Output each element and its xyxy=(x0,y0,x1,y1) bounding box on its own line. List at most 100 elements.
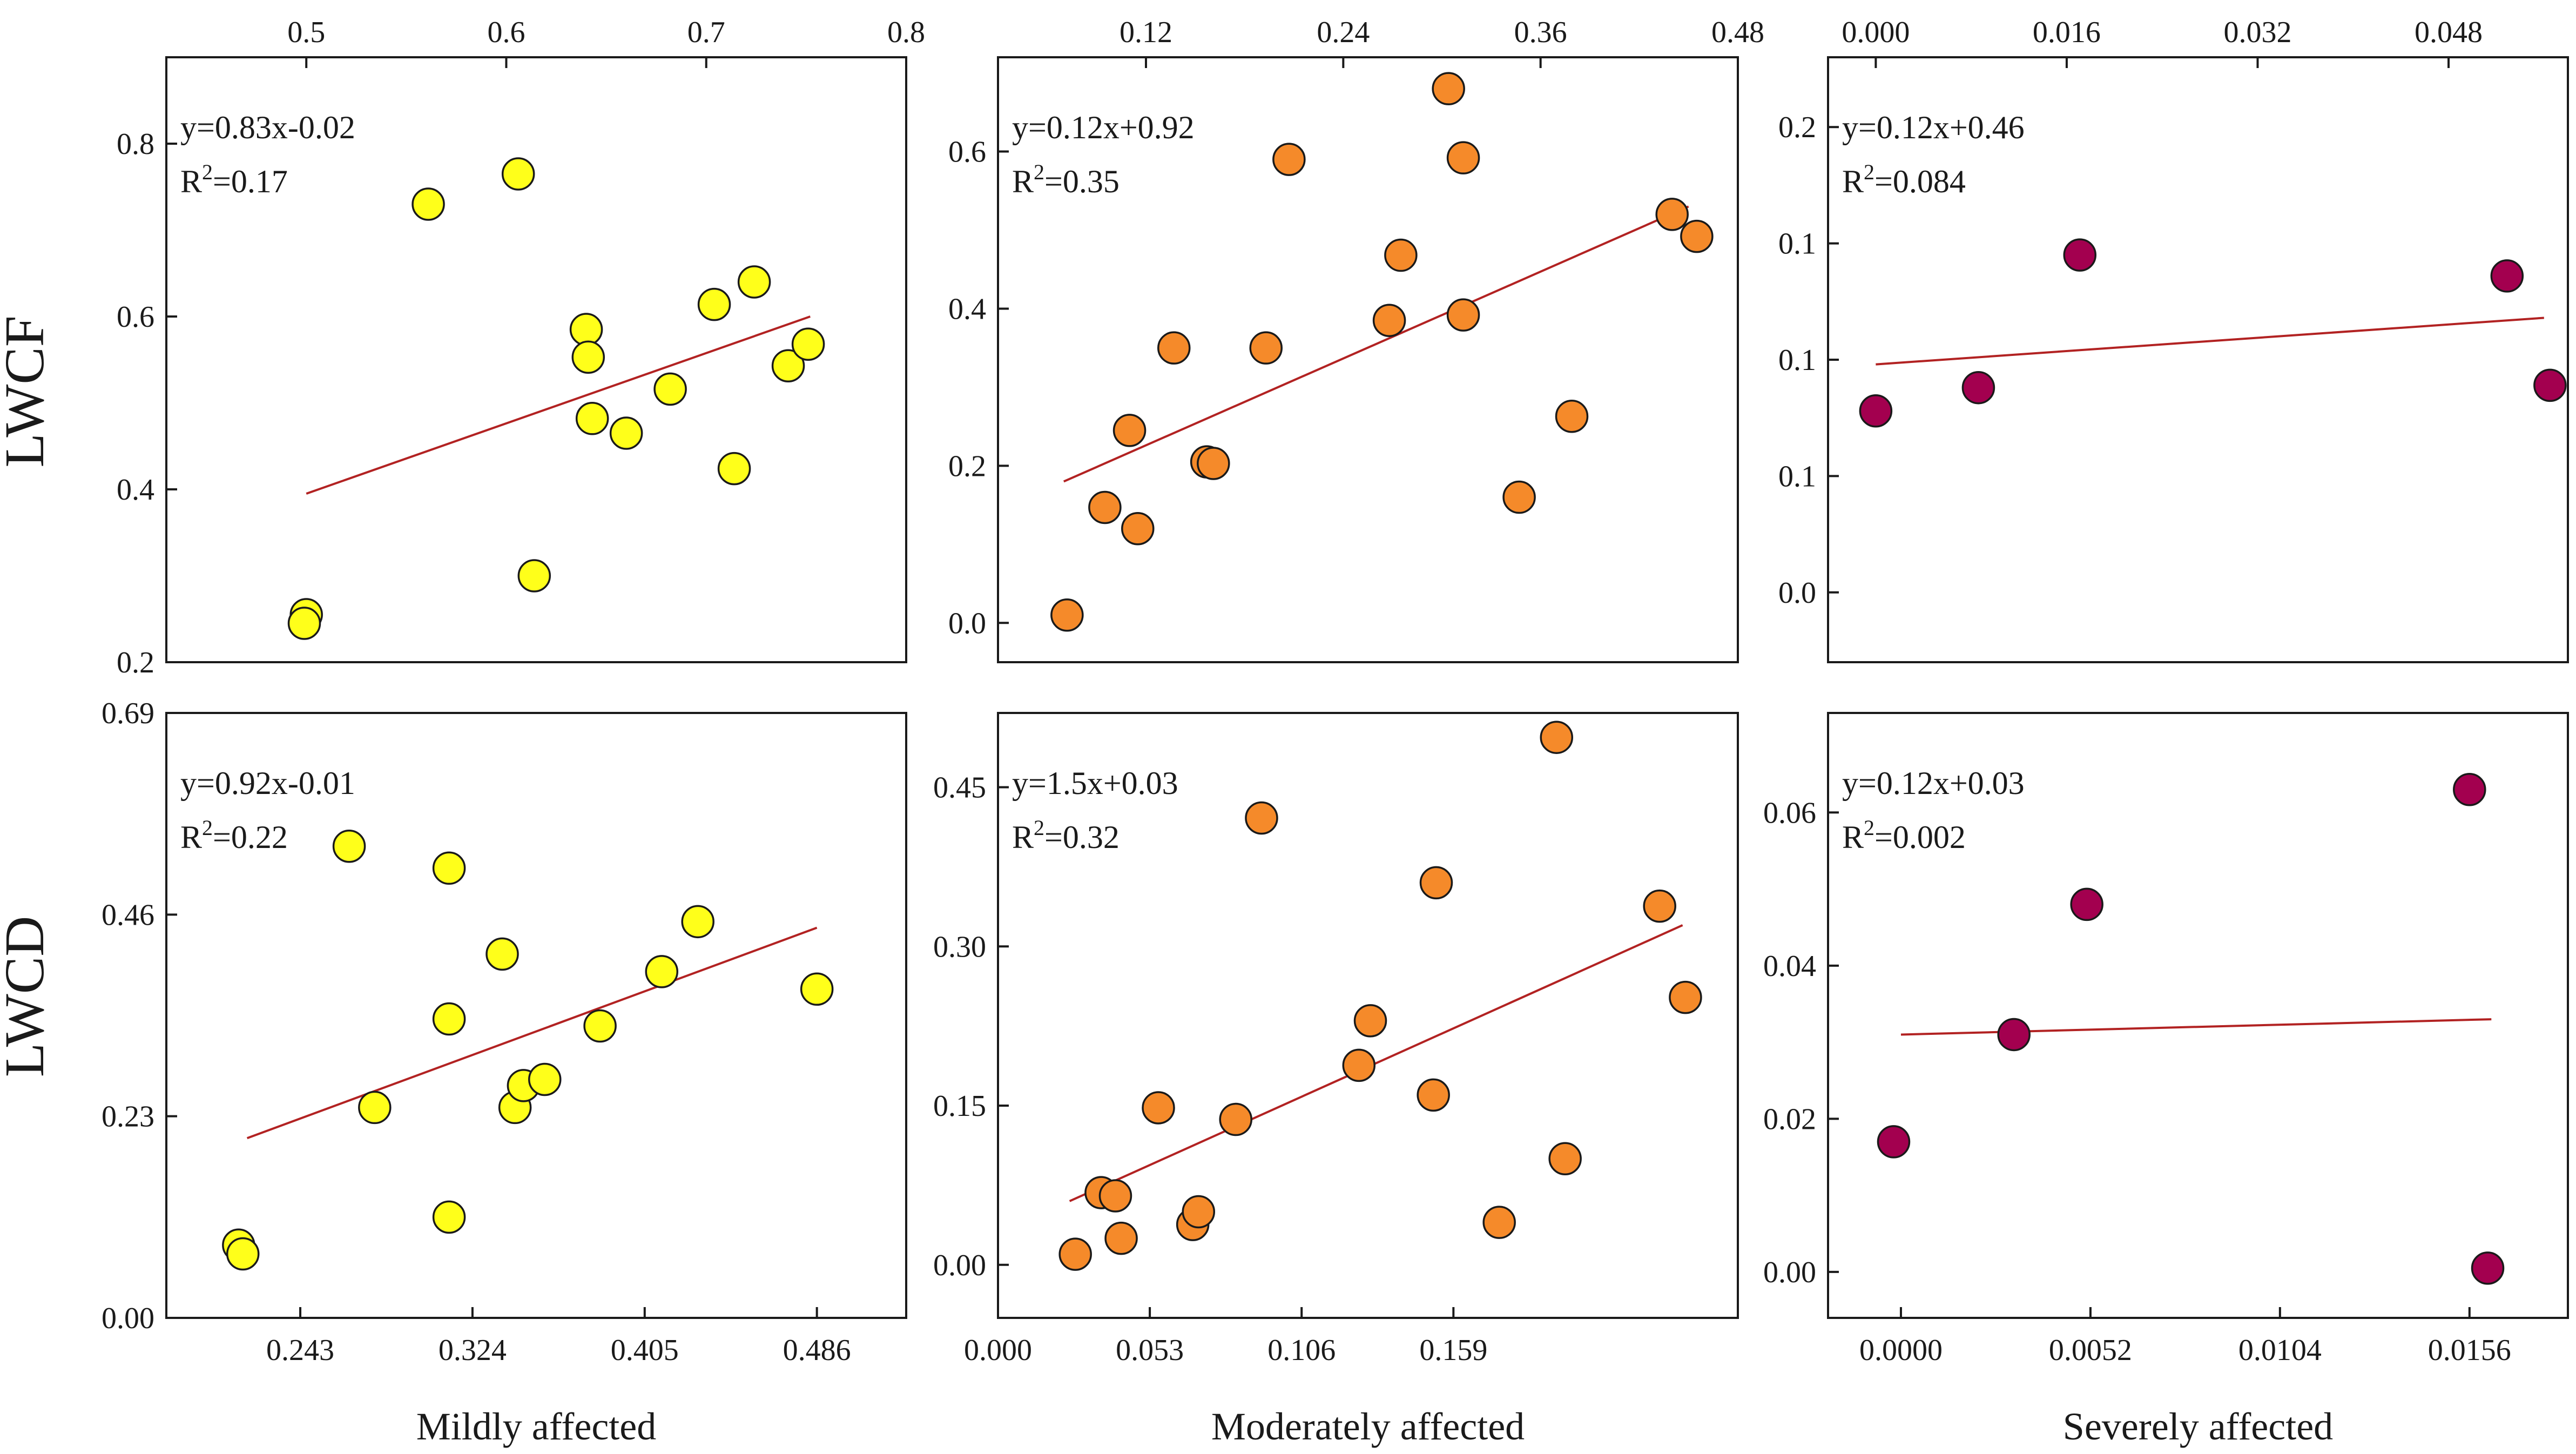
panel-lwcf-mild: 0.2 0.4 0.6 0.8 0.5 0.6 0.7 0.8 y=0.83x-0.02 R2=0… xyxy=(117,16,925,679)
r-squared-value: =0.32 xyxy=(1044,819,1120,855)
data-point xyxy=(2070,887,2103,921)
data-point xyxy=(1997,1018,2031,1052)
data-point xyxy=(432,1200,466,1234)
y-tick-label: 0.46 xyxy=(102,898,154,932)
x-tick-label: 0.12 xyxy=(1120,16,1172,49)
r-squared-exponent: 2 xyxy=(202,160,213,184)
data-point xyxy=(717,452,751,486)
plot-frame xyxy=(997,56,1739,663)
trend-line xyxy=(1069,924,1683,1202)
regression-equation: y=0.12x+0.92 xyxy=(1012,110,1195,145)
y-tick-label: 0.69 xyxy=(102,697,154,730)
regression-equation: y=0.83x-0.02 xyxy=(180,110,355,145)
x-tick-label: 0.405 xyxy=(611,1334,679,1367)
r-squared-label: R2=0.084 xyxy=(1842,160,1966,199)
data-point xyxy=(571,340,605,374)
y-tick-label: 0.04 xyxy=(1763,950,1816,983)
r-squared-value: =0.084 xyxy=(1874,164,1966,199)
x-tick-label: 0.0104 xyxy=(2238,1334,2322,1367)
regression-equation: y=1.5x+0.03 xyxy=(1012,765,1178,801)
data-point xyxy=(2063,238,2096,272)
data-point xyxy=(1219,1102,1252,1136)
data-point xyxy=(583,1009,617,1043)
data-point xyxy=(1446,298,1480,332)
y-tick-label: 0.2 xyxy=(948,449,986,483)
data-point xyxy=(1655,198,1689,231)
data-point xyxy=(1540,721,1574,754)
y-tick-label: 0.15 xyxy=(933,1089,986,1123)
data-point xyxy=(432,1002,466,1036)
x-tick-label: 0.486 xyxy=(783,1334,851,1367)
x-tick-label: 0.0000 xyxy=(1859,1334,1943,1367)
y-tick-label: 0.8 xyxy=(117,127,154,161)
r-squared-symbol: R xyxy=(1842,819,1864,855)
data-point xyxy=(1669,980,1702,1014)
data-point xyxy=(575,402,609,435)
data-point xyxy=(358,1090,392,1125)
r-squared-exponent: 2 xyxy=(1864,160,1874,184)
data-point xyxy=(1142,1091,1175,1125)
regression-equation: y=0.12x+0.03 xyxy=(1842,765,2025,801)
data-point xyxy=(412,187,445,221)
data-point xyxy=(791,327,825,361)
r-squared-symbol: R xyxy=(180,164,202,199)
x-tick-label: 0.36 xyxy=(1514,16,1567,49)
x-tick-label: 0.7 xyxy=(687,16,725,49)
data-point xyxy=(737,265,771,299)
data-point xyxy=(1121,511,1155,546)
r-squared-symbol: R xyxy=(1012,164,1034,199)
y-tick-label: 0.0 xyxy=(948,607,986,640)
r-squared-symbol: R xyxy=(180,819,202,855)
x-tick-label: 0.106 xyxy=(1267,1334,1336,1367)
x-tick-label: 0.48 xyxy=(1711,16,1764,49)
data-point xyxy=(645,955,679,988)
panel-lwcf-moderate: 0.0 0.2 0.4 0.6 0.12 0.24 0.36 0.48 y=0.12x+0.92… xyxy=(948,16,1764,663)
row-title-lwcd: LWCD xyxy=(0,916,56,1077)
x-tick-label: 0.243 xyxy=(266,1334,334,1367)
data-point xyxy=(609,416,643,450)
data-point xyxy=(1272,143,1306,176)
x-tick-label: 0.048 xyxy=(2415,16,2483,49)
data-point xyxy=(1446,141,1480,174)
y-tick-label: 0.0 xyxy=(1778,576,1816,610)
y-tick-label: 0.00 xyxy=(933,1249,986,1282)
panel-lwcd-moderate: 0.00 0.15 0.30 0.45 0.000 0.053 0.106 0.159 y=1.… xyxy=(933,712,1739,1448)
trend-line xyxy=(1063,205,1689,483)
data-point xyxy=(1112,414,1147,447)
r-squared-label: R2=0.22 xyxy=(180,816,288,855)
x-tick-label: 0.032 xyxy=(2223,16,2291,49)
data-point xyxy=(1859,394,1893,428)
r-squared-label: R2=0.002 xyxy=(1842,816,1966,855)
data-point xyxy=(2471,1251,2505,1285)
data-point xyxy=(1372,304,1406,338)
x-tick-label: 0.000 xyxy=(964,1334,1032,1367)
y-tick-label: 0.4 xyxy=(117,473,154,507)
data-point xyxy=(1050,598,1084,632)
data-point xyxy=(501,157,535,191)
data-point xyxy=(1353,1004,1387,1038)
data-point xyxy=(771,349,805,382)
r-squared-exponent: 2 xyxy=(1034,160,1044,184)
trend-line xyxy=(246,926,818,1140)
data-point xyxy=(800,972,834,1006)
r-squared-exponent: 2 xyxy=(202,816,213,840)
plot-frame xyxy=(165,712,907,1319)
y-tick-label: 0.45 xyxy=(933,771,986,805)
regression-equation: y=0.12x+0.46 xyxy=(1842,110,2025,145)
data-point xyxy=(1182,1195,1216,1229)
r-squared-label: R2=0.32 xyxy=(1012,816,1120,855)
r-squared-symbol: R xyxy=(1012,819,1034,855)
data-point xyxy=(1482,1206,1516,1239)
x-axis-title-severe: Severely affected xyxy=(2063,1405,2333,1448)
data-point xyxy=(1680,219,1714,253)
data-point xyxy=(1384,238,1418,272)
y-tick-label: 0.02 xyxy=(1763,1102,1816,1136)
plot-frame xyxy=(997,712,1739,1319)
r-squared-value: =0.17 xyxy=(213,164,288,199)
x-tick-label: 0.8 xyxy=(887,16,925,49)
x-tick-label: 0.053 xyxy=(1116,1334,1184,1367)
data-point xyxy=(1502,480,1536,514)
x-tick-label: 0.016 xyxy=(2033,16,2101,49)
y-tick-label: 0.23 xyxy=(102,1100,154,1134)
data-point xyxy=(697,287,731,321)
